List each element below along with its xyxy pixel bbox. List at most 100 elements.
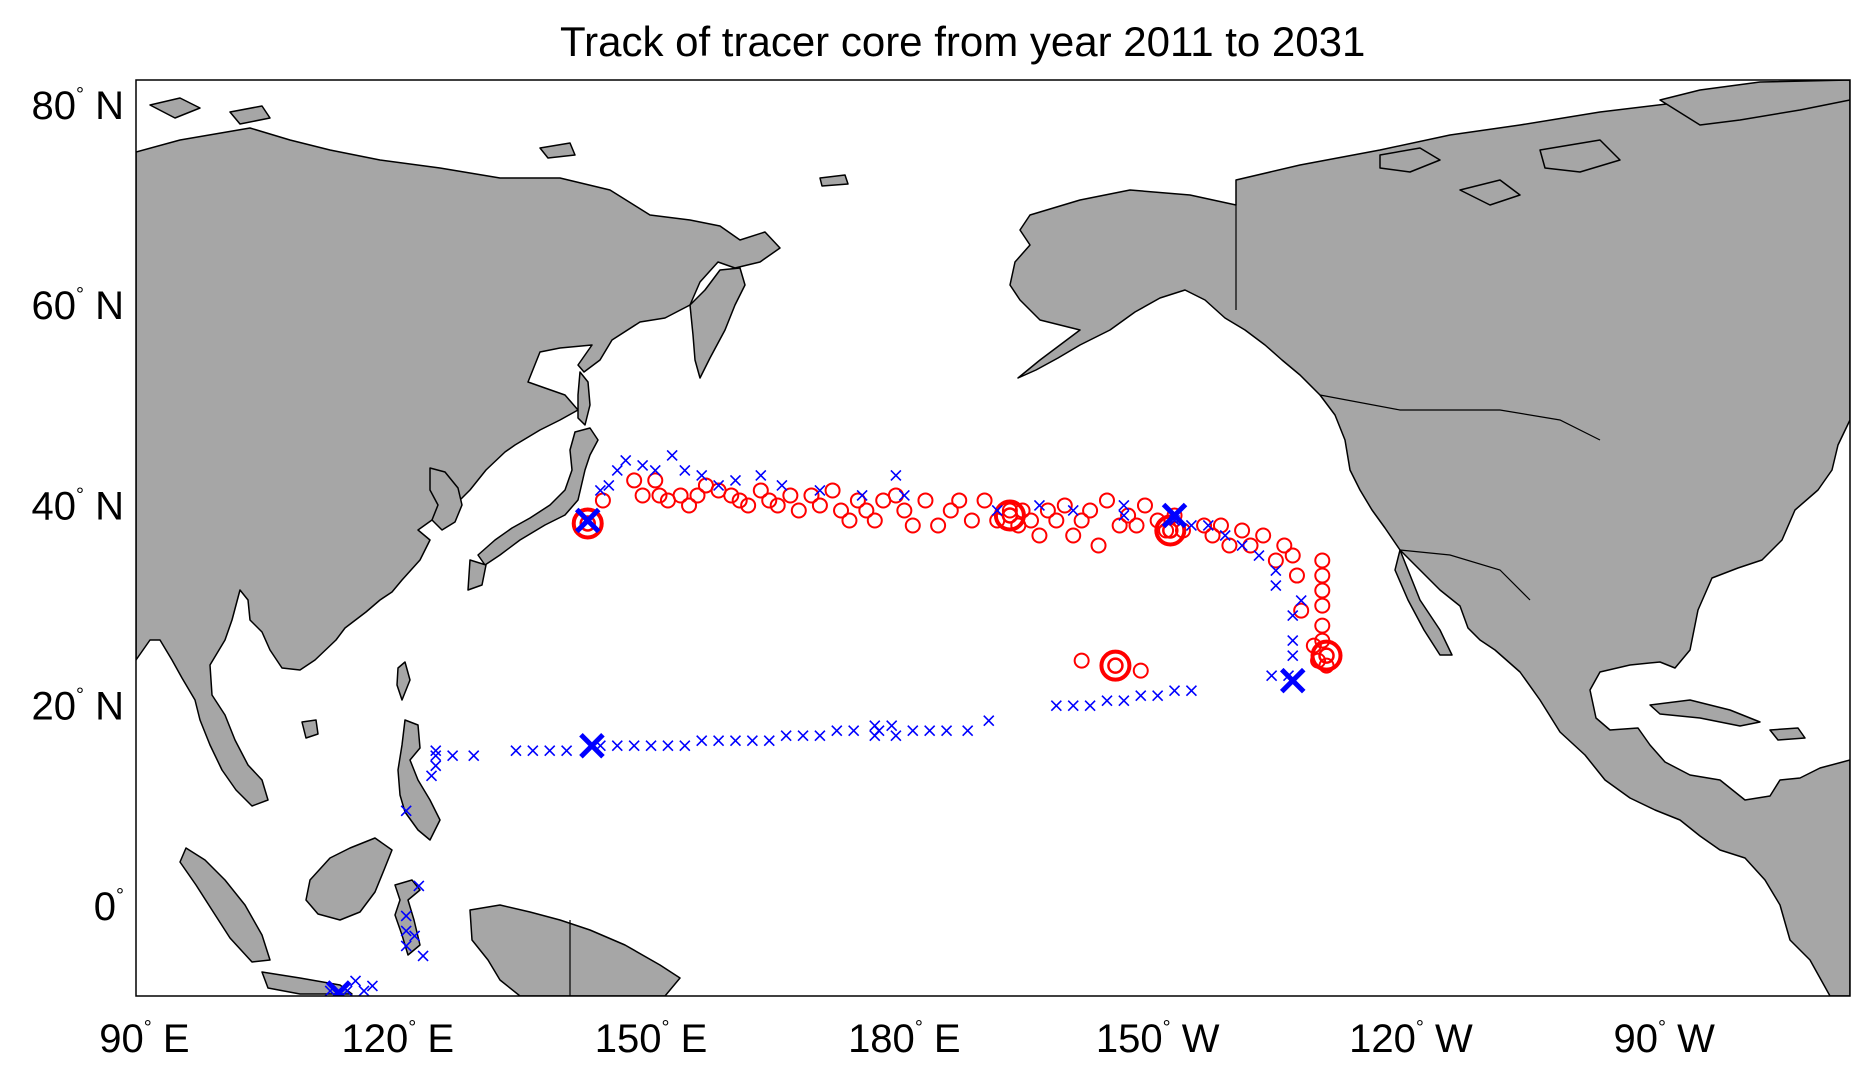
track-cross-marker [637, 459, 649, 471]
track-cross-marker [696, 469, 708, 481]
wrangel-island [819, 174, 849, 187]
track-cross-marker [1236, 539, 1248, 552]
track-cross-marker [603, 479, 615, 492]
track-circle-marker [723, 487, 740, 504]
longitude-tick-label: 90° E [99, 1017, 189, 1061]
track-cross-marker [649, 464, 661, 476]
cuba-island [1649, 699, 1761, 727]
track-circle-marker [1056, 497, 1073, 514]
track-cross-marker [983, 715, 995, 727]
track-circle-marker [951, 492, 968, 509]
map-frame [135, 79, 1851, 997]
track-circle-marker [1314, 567, 1331, 584]
track-cross-marker [1168, 685, 1181, 697]
track-circle-marker [1293, 602, 1310, 619]
track-cross-marker [349, 975, 362, 987]
track-circle-marker [626, 472, 643, 489]
kamchatka-peninsula [689, 267, 746, 379]
track-cross-marker [1219, 529, 1231, 542]
track-cross-marker [1287, 610, 1299, 622]
track-circle-marker [811, 497, 828, 514]
track-circle-marker [841, 512, 858, 529]
longitude-tick-label: 150° W [1096, 1017, 1220, 1061]
track-circle-marker [647, 472, 664, 489]
track-cross-marker [831, 725, 843, 737]
track-cross-marker [898, 489, 910, 502]
track-cross-marker [962, 725, 974, 737]
longitude-tick-label: 120° E [341, 1017, 454, 1061]
track-cross-marker [561, 745, 573, 757]
track-cross-marker [417, 950, 429, 962]
track-cross-marker [814, 484, 826, 497]
track-cross-marker [696, 735, 708, 747]
circle-markers [571, 472, 1343, 682]
korea-peninsula [429, 467, 463, 531]
longitude-tick-labels: 90° E 120° E 150° E 180° E 150° W 120° W 90° W [99, 1017, 1715, 1061]
track-circle-marker [1128, 517, 1145, 534]
track-circle-marker [930, 517, 947, 534]
us-mexico-border [1399, 549, 1531, 601]
track-cross-marker [666, 449, 678, 461]
latitude-tick-label: 20° N [32, 685, 125, 729]
track-circle-marker [1284, 547, 1301, 564]
track-cross-marker [991, 504, 1003, 517]
longitude-tick-label: 150° E [595, 1017, 708, 1061]
track-cross-marker [358, 985, 370, 996]
track-circle-marker [1132, 662, 1149, 679]
track-cross-marker [620, 454, 632, 466]
track-circle-marker [689, 487, 706, 504]
track-circle-marker [1082, 502, 1099, 519]
track-circle-marker [1073, 652, 1090, 669]
track-cross-marker [510, 745, 522, 757]
track-cross-marker [400, 805, 412, 817]
track-circle-marker [904, 517, 921, 534]
track-cross-marker [1152, 690, 1164, 702]
track-circle-marker [1039, 502, 1056, 519]
track-cross-marker [611, 464, 623, 476]
large-circle-marker [993, 499, 1026, 532]
java-island [261, 971, 353, 995]
track-circle-marker [1073, 512, 1090, 529]
track-circle-marker [1120, 507, 1137, 524]
track-cross-marker [729, 474, 742, 487]
track-circle-marker [1098, 492, 1115, 509]
track-circle-marker [1048, 512, 1065, 529]
large-cross-marker [325, 980, 352, 996]
track-circle-marker [942, 502, 959, 519]
track-cross-marker [1287, 650, 1299, 662]
track-circle-marker [651, 487, 668, 504]
large-cross-marker [579, 732, 605, 759]
track-cross-marker [1118, 509, 1130, 522]
track-circle-marker [1276, 537, 1293, 554]
large-cross-marker [1161, 502, 1188, 529]
track-cross-marker [430, 745, 442, 757]
arctic-island [1379, 147, 1441, 173]
latitude-tick-label: 60° N [32, 284, 125, 328]
track-cross-marker [430, 760, 442, 772]
track-cross-marker [907, 725, 919, 737]
track-cross-marker [1050, 700, 1062, 712]
track-cross-marker [780, 730, 792, 742]
track-cross-marker [886, 720, 898, 732]
track-circle-marker [769, 497, 786, 514]
track-cross-marker [1084, 700, 1096, 712]
large-cross-marker [574, 507, 601, 534]
japan-islands [477, 427, 599, 566]
track-cross-marker [1067, 504, 1079, 517]
new-guinea-island [469, 904, 681, 996]
latitude-tick-label: 40° N [32, 484, 125, 528]
track-cross-marker [1287, 635, 1299, 647]
track-cross-marker [746, 735, 758, 747]
track-cross-marker [1101, 695, 1113, 707]
track-circle-marker [1314, 552, 1331, 569]
severnaya-zemlya-island [229, 105, 271, 125]
track-cross-marker [869, 730, 881, 742]
track-cross-marker [1270, 564, 1282, 577]
track-circle-marker [1212, 517, 1229, 534]
track-cross-marker [1253, 549, 1265, 562]
track-cross-marker [1118, 499, 1130, 512]
track-circle-marker [1314, 617, 1331, 634]
arctic-island [1539, 139, 1621, 173]
large-circle-marker [571, 507, 604, 540]
track-circle-marker [1111, 517, 1128, 534]
